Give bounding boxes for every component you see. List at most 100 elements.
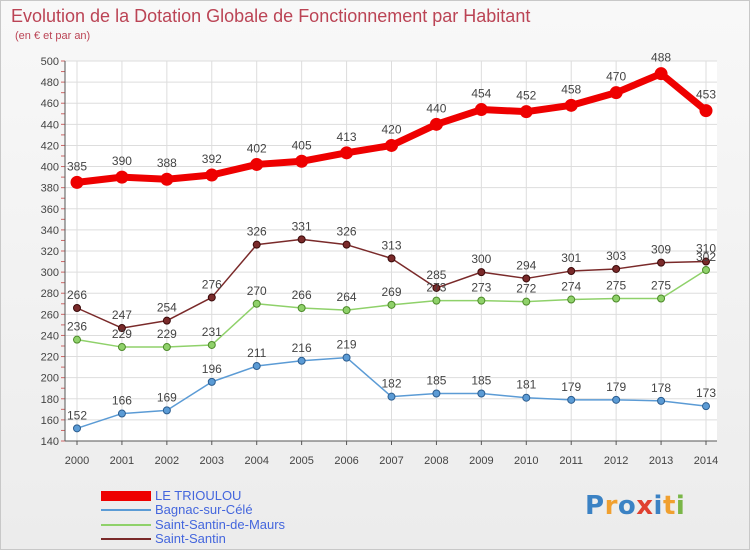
y-tick-label: 360 (41, 204, 59, 216)
data-label: 275 (651, 279, 671, 293)
data-label: 390 (112, 154, 132, 168)
y-tick-label: 320 (41, 246, 59, 258)
y-tick-label: 420 (41, 140, 59, 152)
x-tick-label: 2011 (559, 455, 583, 467)
data-label: 275 (606, 279, 626, 293)
data-point-saint-santin-de-maurs (297, 304, 306, 312)
x-tick-label: 2009 (469, 455, 493, 467)
data-point-le-trioulou (519, 105, 533, 119)
x-tick-label: 2013 (649, 455, 673, 467)
data-label: 264 (337, 290, 357, 304)
y-tick-label: 440 (41, 119, 59, 131)
data-point-bagnac-sur-cele (657, 396, 666, 405)
data-label: 392 (202, 152, 222, 166)
y-tick-label: 260 (41, 309, 59, 321)
data-label: 300 (471, 252, 491, 266)
data-label: 326 (337, 225, 357, 239)
y-tick-label: 160 (41, 415, 59, 427)
legend-label-le-trioulou: LE TRIOULOU (155, 488, 242, 503)
data-label: 276 (202, 277, 222, 291)
data-label: 169 (157, 390, 177, 404)
data-point-saint-santin (252, 240, 261, 249)
y-tick-label: 200 (41, 373, 59, 385)
data-label: 266 (67, 288, 87, 302)
y-tick-label: 280 (41, 288, 59, 300)
data-point-saint-santin (612, 264, 621, 273)
data-point-saint-santin-de-maurs (702, 266, 710, 274)
data-label: 452 (516, 89, 536, 103)
data-point-le-trioulou (160, 172, 174, 186)
data-label: 470 (606, 70, 626, 84)
legend-swatch-le-trioulou (101, 491, 151, 501)
data-label: 273 (426, 281, 446, 295)
data-label: 273 (471, 281, 491, 295)
x-tick-label: 2008 (424, 455, 448, 467)
y-tick-label: 300 (41, 267, 59, 279)
data-point-saint-santin (342, 240, 351, 249)
data-point-le-trioulou (295, 154, 309, 168)
data-point-bagnac-sur-cele (612, 395, 621, 404)
y-tick-label: 140 (41, 436, 59, 448)
data-label: 309 (651, 243, 671, 257)
data-label: 182 (381, 377, 401, 391)
data-label: 302 (696, 250, 716, 264)
data-point-le-trioulou (609, 86, 623, 100)
x-tick-label: 2001 (110, 455, 134, 467)
data-label: 231 (202, 325, 222, 339)
data-label: 211 (247, 346, 266, 360)
data-label: 196 (202, 362, 222, 376)
data-point-bagnac-sur-cele (207, 377, 216, 386)
y-tick-label: 400 (41, 162, 59, 174)
data-point-saint-santin (73, 304, 81, 312)
x-tick-label: 2003 (200, 455, 224, 467)
data-point-le-trioulou (115, 170, 129, 184)
data-label: 420 (381, 122, 401, 136)
data-point-le-trioulou (250, 157, 264, 171)
data-point-bagnac-sur-cele (567, 395, 576, 404)
data-label: 303 (606, 249, 626, 263)
y-tick-label: 340 (41, 225, 59, 237)
x-tick-label: 2010 (514, 455, 538, 467)
x-tick-label: 2005 (289, 455, 313, 467)
data-point-saint-santin-de-maurs (207, 340, 216, 349)
data-point-bagnac-sur-cele (702, 402, 710, 411)
data-point-bagnac-sur-cele (297, 356, 306, 365)
data-label: 294 (516, 258, 536, 272)
y-tick-label: 460 (41, 98, 59, 110)
data-point-saint-santin-de-maurs (612, 294, 621, 303)
x-tick-label: 2000 (65, 455, 89, 467)
data-label: 166 (112, 394, 132, 408)
proxiti-logo: Proxiti (585, 491, 686, 521)
data-point-le-trioulou (70, 175, 84, 189)
data-label: 185 (426, 374, 446, 388)
data-label: 269 (381, 285, 401, 299)
data-label: 413 (337, 130, 357, 144)
data-label: 236 (67, 320, 87, 334)
line-chart: 140 160 180 200 220 240 260 280 300 320 340 360 380 4… (41, 51, 719, 467)
data-point-saint-santin (522, 274, 531, 283)
data-label: 405 (292, 138, 312, 152)
data-point-saint-santin (657, 258, 666, 267)
data-point-le-trioulou (699, 104, 713, 118)
data-point-saint-santin (117, 324, 126, 333)
data-point-saint-santin-de-maurs (252, 299, 261, 308)
data-label: 270 (247, 284, 267, 298)
data-point-bagnac-sur-cele (73, 424, 81, 433)
chart-subtitle: (en € et par an) (15, 30, 91, 42)
data-label: 385 (67, 159, 87, 173)
legend-swatch-bagnac (101, 509, 151, 511)
y-tick-label: 480 (41, 77, 59, 89)
y-tick-label: 380 (41, 183, 59, 195)
data-point-le-trioulou (385, 138, 398, 152)
data-label: 179 (606, 380, 626, 394)
data-label: 453 (696, 88, 716, 102)
x-tick-label: 2006 (334, 455, 358, 467)
data-label: 454 (471, 87, 491, 101)
y-tick-label: 240 (41, 330, 59, 342)
data-point-saint-santin (567, 267, 576, 276)
data-point-le-trioulou (205, 168, 219, 182)
data-point-saint-santin (387, 254, 396, 263)
data-label: 229 (157, 327, 177, 341)
data-label: 179 (561, 380, 581, 394)
